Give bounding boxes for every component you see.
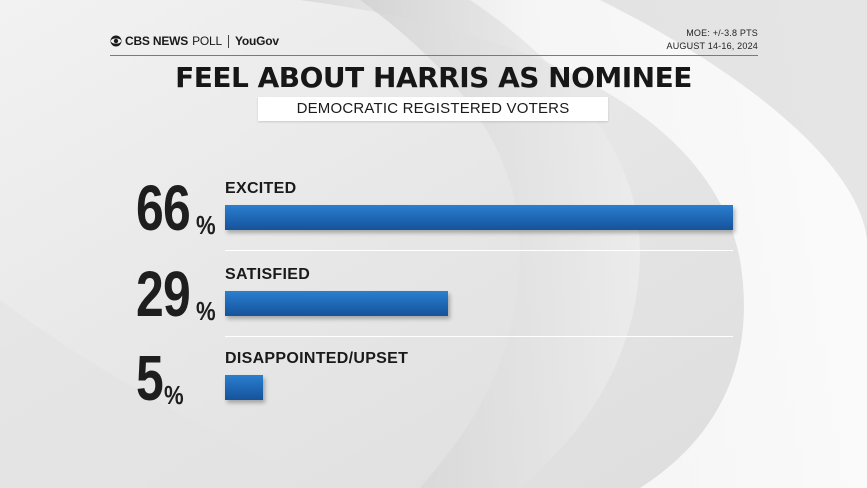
percent-sign: %: [196, 296, 216, 326]
bar-row: 5% DISAPPOINTED/UPSET: [0, 342, 867, 418]
brand-yougov: YouGov: [234, 34, 279, 48]
margin-of-error: MOE: +/-3.8 PTS: [686, 28, 758, 38]
brand-separator: [227, 34, 229, 48]
brand-poll: POLL: [192, 34, 222, 48]
value-number: 5: [136, 342, 164, 414]
bar: [225, 375, 263, 400]
header-rule: [110, 55, 758, 56]
value-label: 66%: [136, 172, 216, 244]
category-label: SATISFIED: [225, 266, 311, 283]
chart-title: FEEL ABOUT HARRIS AS NOMINEE: [175, 61, 692, 94]
poll-dates: AUGUST 14-16, 2024: [666, 41, 758, 51]
value-label: 29%: [136, 258, 216, 330]
poll-header: CBS NEWS POLL YouGov MOE: +/-3.8 PTS AUG…: [110, 28, 758, 55]
value-label: 5%: [136, 342, 184, 414]
brand-logo: CBS NEWS POLL YouGov: [110, 34, 279, 48]
chart-subtitle: DEMOCRATIC REGISTERED VOTERS: [296, 100, 570, 117]
percent-sign: %: [196, 210, 216, 240]
row-divider: [225, 336, 733, 337]
category-label: EXCITED: [225, 180, 297, 197]
poll-meta: MOE: +/-3.8 PTS AUGUST 14-16, 2024: [667, 27, 758, 53]
cbs-eye-icon: [110, 35, 122, 47]
subtitle-box: DEMOCRATIC REGISTERED VOTERS: [258, 97, 608, 121]
percent-sign: %: [164, 380, 184, 410]
bar-row: 29% SATISFIED: [0, 258, 867, 334]
bar: [225, 291, 448, 316]
brand-cbs-news: CBS NEWS: [125, 34, 189, 48]
bar-row: 66% EXCITED: [0, 172, 867, 248]
value-number: 66: [136, 172, 191, 244]
bar: [225, 205, 733, 230]
row-divider: [225, 250, 733, 251]
value-number: 29: [136, 258, 191, 330]
category-label: DISAPPOINTED/UPSET: [225, 350, 409, 367]
